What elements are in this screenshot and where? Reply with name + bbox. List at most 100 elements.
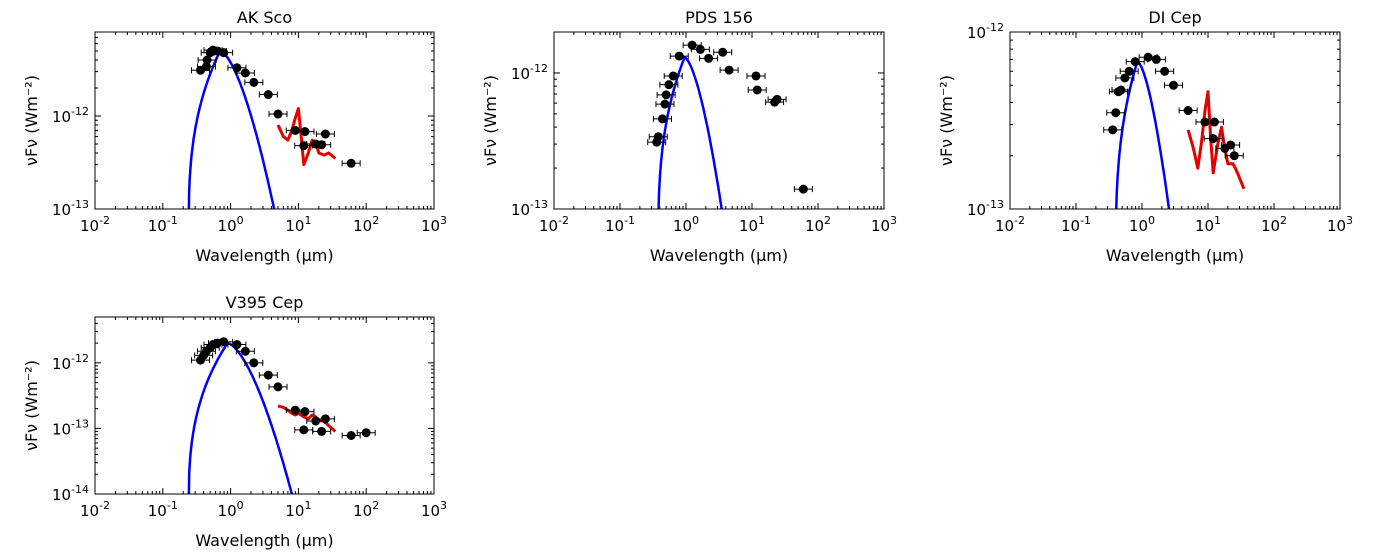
x-tick-label: 10-2 [539, 214, 569, 235]
photometry-point [1120, 73, 1130, 83]
axes-frame [94, 316, 435, 495]
photometry-point [674, 51, 684, 61]
x-axis-label: Wavelength (μm) [195, 246, 333, 265]
x-tick-label: 103 [1327, 214, 1353, 235]
y-tick-label: 10-13 [511, 198, 548, 219]
y-axis-label: νFν (Wm⁻²) [22, 75, 41, 166]
plot-area [187, 337, 376, 494]
photometry-point [290, 125, 300, 135]
x-tick-label: 102 [353, 499, 379, 520]
photometry-point [1168, 80, 1178, 90]
y-tick-label: 10-13 [52, 417, 89, 438]
photometry-point [687, 40, 697, 50]
photometry-point [346, 158, 356, 168]
x-tick-label: 101 [285, 214, 311, 235]
photometry-point [772, 94, 782, 104]
photometry-point [1183, 106, 1193, 116]
chart-title: DI Cep [1148, 8, 1201, 27]
x-tick-label: 102 [353, 214, 379, 235]
photometry-point [664, 80, 674, 90]
axes-frame [1009, 31, 1341, 210]
photometry-point [219, 48, 229, 58]
photometry-point [1130, 57, 1140, 67]
photometry-point [361, 428, 371, 438]
photometry-point [317, 426, 327, 436]
axes-frame [94, 31, 435, 210]
plot-area [647, 40, 813, 209]
x-tick-label: 100 [1129, 214, 1155, 235]
x-tick-label: 103 [871, 214, 897, 235]
chart-title: V395 Cep [226, 293, 304, 312]
photometry-point [1151, 54, 1161, 64]
photometry-point [668, 71, 678, 81]
photometry-point [1124, 66, 1134, 76]
photometry-point [660, 99, 670, 109]
photometry-point [240, 346, 250, 356]
photometry-point [290, 405, 300, 415]
y-tick-label: 10-12 [511, 62, 548, 83]
photometry-point [1111, 108, 1121, 118]
x-axis-label: Wavelength (μm) [195, 531, 333, 550]
x-tick-label: 10-1 [148, 214, 178, 235]
x-tick-label: 10-1 [605, 214, 635, 235]
photometry-point [300, 407, 310, 417]
photometry-point [263, 370, 273, 380]
photometry-point [1209, 117, 1219, 127]
y-tick-label: 10-13 [967, 198, 1004, 219]
plot-area [187, 45, 361, 209]
y-axis-label: νFν (Wm⁻²) [22, 360, 41, 451]
photometry-point [695, 44, 705, 54]
photometry-point [232, 340, 242, 350]
sed-panel-2: PDS 156 10-2 10-1 100 101 102 103 10-13 10-12 Wav… [481, 8, 897, 265]
x-tick-label: 10-2 [995, 214, 1025, 235]
x-tick-label: 103 [421, 214, 447, 235]
photometry-point [724, 65, 734, 75]
photometry-point [219, 337, 229, 347]
spectrum-line [1186, 90, 1246, 190]
photometry-point [346, 430, 356, 440]
x-tick-label: 102 [1261, 214, 1287, 235]
photometry-point [704, 53, 714, 63]
x-tick-label: 10-1 [1061, 214, 1091, 235]
photometry-point [249, 77, 259, 87]
sed-panel-4: V395 Cep 10-2 10-1 100 101 102 103 10-14 10-13 10… [22, 293, 447, 550]
chart-title: AK Sco [237, 8, 292, 27]
x-tick-label: 101 [285, 499, 311, 520]
y-tick-label: 10-14 [52, 483, 89, 504]
x-tick-label: 101 [1195, 214, 1221, 235]
x-tick-label: 10-2 [80, 214, 110, 235]
photometry-point [273, 109, 283, 119]
axes-frame [553, 31, 885, 210]
photometry-point [1229, 151, 1239, 161]
photometry-point [249, 358, 259, 368]
photometry-point [240, 68, 250, 78]
y-axis-label: νFν (Wm⁻²) [481, 75, 500, 166]
x-tick-label: 100 [673, 214, 699, 235]
stellar-model-line [187, 341, 294, 494]
photometry-point [1160, 66, 1170, 76]
photometry-point [263, 90, 273, 100]
photometry-point [320, 414, 330, 424]
photometry-point [798, 184, 808, 194]
x-axis-label: Wavelength (μm) [650, 246, 788, 265]
photometry-point [273, 382, 283, 392]
x-axis-label: Wavelength (μm) [1106, 246, 1244, 265]
y-tick-label: 10-12 [967, 21, 1004, 42]
photometry-point [657, 114, 667, 124]
x-tick-label: 101 [739, 214, 765, 235]
x-tick-label: 103 [421, 499, 447, 520]
plot-area [1103, 52, 1246, 209]
photometry-point [299, 141, 309, 151]
photometry-point [320, 129, 330, 139]
spectrum-line [276, 107, 337, 167]
photometry-point [1208, 134, 1218, 144]
photometry-point [300, 127, 310, 137]
sed-panel-1: AK Sco 10-2 10-1 100 101 102 103 10-13 10-12 Wave… [22, 8, 447, 265]
photometry-point [752, 85, 762, 95]
photometry-point [1108, 125, 1118, 135]
photometry-point [653, 132, 663, 142]
x-tick-label: 100 [218, 499, 244, 520]
photometry-point [317, 140, 327, 150]
